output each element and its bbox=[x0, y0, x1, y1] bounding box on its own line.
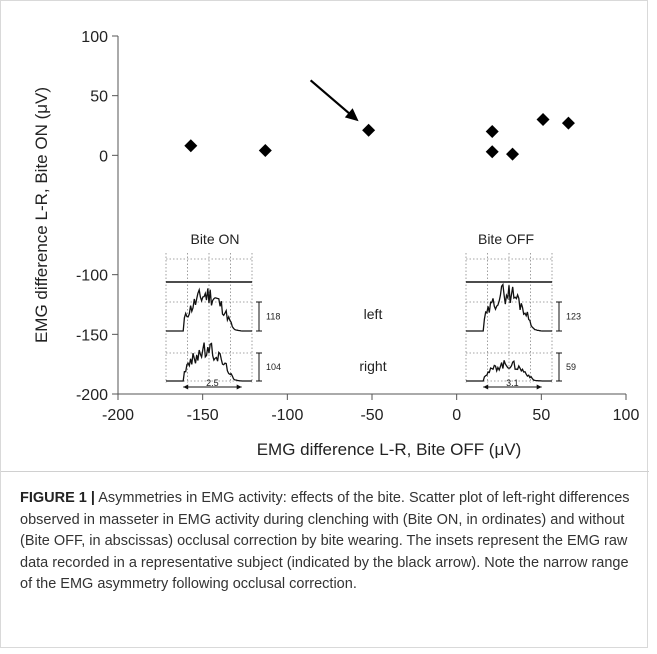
figure-frame: 100 50 0 -100 -150 -200 -200 -150 -100 -50 0 50 100 … bbox=[0, 0, 649, 648]
y-tick-label: 0 bbox=[99, 148, 108, 165]
arrow-head bbox=[344, 108, 359, 122]
data-point bbox=[536, 113, 550, 127]
data-point bbox=[561, 116, 575, 130]
arrow-shaft bbox=[309, 79, 354, 118]
data-points bbox=[184, 113, 575, 161]
time-scale-label: 2.5 bbox=[206, 378, 219, 388]
caption-label: FIGURE 1 | bbox=[20, 490, 95, 506]
x-axis-label: EMG difference L-R, Bite OFF (μV) bbox=[257, 440, 522, 459]
amplitude-scale-label: 104 bbox=[266, 362, 281, 372]
scatter-chart: 100 50 0 -100 -150 -200 -200 -150 -100 -50 0 50 100 … bbox=[32, 29, 639, 459]
y-tick-label: 50 bbox=[90, 89, 108, 106]
emg-trace-right bbox=[166, 342, 252, 382]
y-tick-label: -150 bbox=[76, 327, 108, 344]
data-point bbox=[258, 144, 272, 158]
x-tick-label: 50 bbox=[532, 407, 550, 424]
y-tick-label: -200 bbox=[76, 387, 108, 404]
x-tick-label: -150 bbox=[187, 407, 219, 424]
inset-bite-on: Bite ON 118 104 2.5 bbox=[165, 231, 281, 390]
amplitude-scale-label: 118 bbox=[266, 312, 280, 322]
data-point bbox=[485, 145, 499, 159]
emg-trace-left bbox=[166, 287, 252, 332]
figure-caption: FIGURE 1 | Asymmetries in EMG activity: … bbox=[20, 488, 632, 596]
x-tick-label: -50 bbox=[360, 407, 383, 424]
time-scale-arrow bbox=[536, 384, 542, 390]
inset-bite-off: Bite OFF 123 59 3.1 bbox=[465, 231, 581, 390]
y-tick-label: 100 bbox=[81, 29, 108, 46]
amplitude-scale-label: 59 bbox=[566, 362, 576, 372]
data-point bbox=[184, 139, 198, 153]
emg-trace-left bbox=[466, 282, 552, 332]
amplitude-scale-label: 123 bbox=[566, 312, 581, 322]
x-tick-label: -200 bbox=[102, 407, 134, 424]
x-tick-label: 0 bbox=[452, 407, 461, 424]
y-tick-label: -100 bbox=[76, 268, 108, 285]
emg-insets: left right Bite ON 118 104 2.5 Bite OFF 123 59 3.… bbox=[165, 231, 581, 390]
time-scale-arrow bbox=[236, 384, 242, 390]
caption-divider bbox=[1, 471, 649, 472]
axes: 100 50 0 -100 -150 -200 -200 -150 -100 -50 0 50 100 bbox=[76, 29, 639, 424]
x-tick-label: 100 bbox=[613, 407, 640, 424]
inset-title: Bite ON bbox=[190, 231, 239, 247]
data-point bbox=[506, 147, 520, 161]
data-point bbox=[362, 123, 376, 137]
y-axis-label: EMG difference L-R, Bite ON (μV) bbox=[32, 87, 51, 343]
axis-labels: EMG difference L-R, Bite OFF (μV) EMG dif… bbox=[32, 87, 521, 459]
data-point bbox=[485, 124, 499, 138]
caption-text: Asymmetries in EMG activity: effects of … bbox=[20, 490, 630, 592]
time-scale-arrow bbox=[183, 384, 189, 390]
inset-row-label-right: right bbox=[359, 358, 386, 374]
time-scale-label: 3.1 bbox=[506, 378, 519, 388]
time-scale-arrow bbox=[483, 384, 489, 390]
emg-trace-right bbox=[466, 360, 552, 382]
inset-row-label-left: left bbox=[364, 306, 383, 322]
arrow-annotation bbox=[309, 79, 359, 122]
inset-title: Bite OFF bbox=[478, 231, 534, 247]
x-tick-label: -100 bbox=[271, 407, 303, 424]
